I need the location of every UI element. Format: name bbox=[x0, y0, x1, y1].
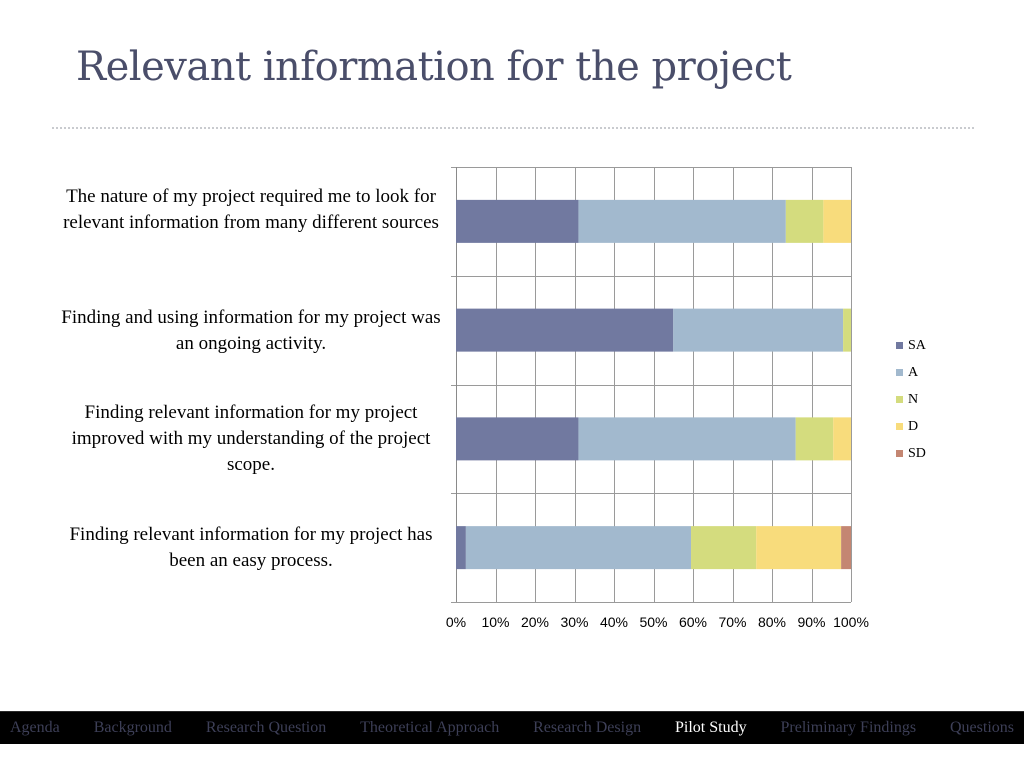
question-label-4: Finding relevant information for my proj… bbox=[69, 524, 433, 571]
question-label-1: The nature of my project required me to … bbox=[63, 186, 439, 233]
question-label-2: Finding and using information for my pro… bbox=[61, 307, 441, 354]
bar-segment-a-q3 bbox=[578, 417, 796, 461]
legend-label-a: A bbox=[908, 364, 919, 380]
legend-label-d: D bbox=[908, 418, 919, 434]
nav-item-agenda[interactable]: Agenda bbox=[10, 719, 60, 736]
legend-label-sd: SD bbox=[908, 445, 926, 461]
x-tick-label: 90% bbox=[797, 614, 825, 630]
legend-item-a: A bbox=[896, 359, 926, 386]
legend-label-n: N bbox=[908, 391, 919, 407]
nav-item-research-question[interactable]: Research Question bbox=[205, 719, 327, 736]
legend-item-sd: SD bbox=[896, 440, 926, 467]
nav-item-theoretical-approach[interactable]: Theoretical Approach bbox=[360, 719, 500, 736]
x-tick-label: 10% bbox=[481, 614, 509, 630]
bar-segment-d-q1 bbox=[823, 199, 851, 243]
x-tick-label: 80% bbox=[758, 614, 786, 630]
x-tick-label: 0% bbox=[446, 614, 466, 630]
bar-segment-n-q1 bbox=[785, 199, 824, 243]
x-tick-label: 20% bbox=[521, 614, 549, 630]
x-tick-label: 70% bbox=[718, 614, 746, 630]
question-label-3: Finding relevant information for my proj… bbox=[71, 402, 431, 475]
nav-item-preliminary-findings[interactable]: Preliminary Findings bbox=[780, 719, 917, 736]
nav-item-background[interactable]: Background bbox=[93, 719, 172, 736]
legend-item-d: D bbox=[896, 413, 926, 440]
x-tick-label: 40% bbox=[600, 614, 628, 630]
bar-segment-d-q4 bbox=[756, 526, 842, 570]
slide-title: Relevant information for the project bbox=[76, 44, 792, 90]
legend-swatch-d bbox=[896, 423, 903, 430]
bar-segment-sa-q2 bbox=[456, 308, 674, 352]
legend-swatch-a bbox=[896, 369, 903, 376]
bar-segment-d-q3 bbox=[833, 417, 851, 461]
nav-item-questions[interactable]: Questions bbox=[949, 719, 1014, 736]
bar-segment-a-q1 bbox=[578, 199, 786, 243]
nav-item-research-design[interactable]: Research Design bbox=[533, 719, 642, 736]
bar-segment-a-q4 bbox=[465, 526, 692, 570]
legend-swatch-sa bbox=[896, 342, 903, 349]
legend-label-sa: SA bbox=[908, 337, 926, 353]
chart-legend: SA A N D SD bbox=[896, 332, 926, 467]
title-divider bbox=[52, 127, 974, 129]
legend-swatch-n bbox=[896, 396, 903, 403]
x-tick-label: 60% bbox=[679, 614, 707, 630]
bar-segment-sa-q3 bbox=[456, 417, 579, 461]
x-tick-label: 50% bbox=[639, 614, 667, 630]
legend-item-sa: SA bbox=[896, 332, 926, 359]
legend-item-n: N bbox=[896, 386, 926, 413]
section-nav-bar: Agenda Background Research Question Theo… bbox=[0, 711, 1024, 744]
bar-segment-sa-q1 bbox=[456, 199, 579, 243]
legend-swatch-sd bbox=[896, 450, 903, 457]
bar-segment-n-q3 bbox=[795, 417, 834, 461]
x-tick-label: 100% bbox=[833, 614, 869, 630]
bar-segment-sd-q4 bbox=[841, 526, 851, 570]
stacked-bar-chart: 0% 10% 20% 30% 40% 50% 60% 70% 80% 90% 100% bbox=[446, 167, 869, 630]
x-tick-label: 30% bbox=[560, 614, 588, 630]
bar-segment-n-q2 bbox=[843, 308, 851, 352]
bar-segment-n-q4 bbox=[691, 526, 757, 570]
bar-segment-sa-q4 bbox=[456, 526, 466, 570]
bar-segment-a-q2 bbox=[673, 308, 844, 352]
nav-item-pilot-study[interactable]: Pilot Study bbox=[675, 719, 747, 736]
